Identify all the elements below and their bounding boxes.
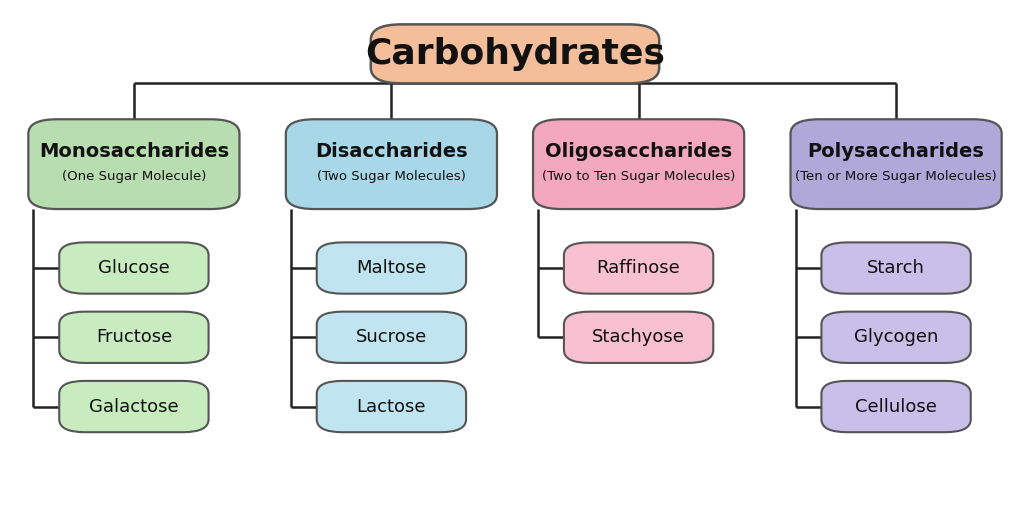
Text: Disaccharides: Disaccharides: [315, 142, 468, 161]
Text: (Two to Ten Sugar Molecules): (Two to Ten Sugar Molecules): [542, 170, 735, 183]
FancyBboxPatch shape: [317, 381, 466, 432]
Text: Cellulose: Cellulose: [855, 398, 937, 416]
FancyBboxPatch shape: [821, 243, 970, 293]
Text: (Two Sugar Molecules): (Two Sugar Molecules): [317, 170, 466, 183]
FancyBboxPatch shape: [534, 120, 744, 209]
Text: Oligosaccharides: Oligosaccharides: [545, 142, 732, 161]
Text: Maltose: Maltose: [356, 259, 426, 277]
Text: Starch: Starch: [867, 259, 925, 277]
FancyBboxPatch shape: [317, 311, 466, 363]
FancyBboxPatch shape: [60, 243, 208, 293]
Text: Monosaccharides: Monosaccharides: [39, 142, 229, 161]
FancyBboxPatch shape: [371, 25, 659, 84]
Text: Sucrose: Sucrose: [355, 328, 427, 346]
Text: Fructose: Fructose: [96, 328, 172, 346]
Text: (Ten or More Sugar Molecules): (Ten or More Sugar Molecules): [795, 170, 997, 183]
FancyBboxPatch shape: [60, 311, 208, 363]
FancyBboxPatch shape: [29, 120, 239, 209]
FancyBboxPatch shape: [791, 120, 1001, 209]
Text: Raffinose: Raffinose: [596, 259, 681, 277]
Text: Stachyose: Stachyose: [592, 328, 685, 346]
FancyBboxPatch shape: [821, 311, 970, 363]
FancyBboxPatch shape: [60, 381, 208, 432]
Text: Glycogen: Glycogen: [854, 328, 938, 346]
Text: Glucose: Glucose: [98, 259, 170, 277]
FancyBboxPatch shape: [564, 311, 713, 363]
Text: Galactose: Galactose: [89, 398, 179, 416]
Text: (One Sugar Molecule): (One Sugar Molecule): [62, 170, 206, 183]
FancyBboxPatch shape: [317, 243, 466, 293]
Text: Lactose: Lactose: [356, 398, 426, 416]
Text: Carbohydrates: Carbohydrates: [365, 37, 665, 71]
FancyBboxPatch shape: [286, 120, 496, 209]
FancyBboxPatch shape: [564, 243, 713, 293]
FancyBboxPatch shape: [821, 381, 970, 432]
Text: Polysaccharides: Polysaccharides: [808, 142, 985, 161]
